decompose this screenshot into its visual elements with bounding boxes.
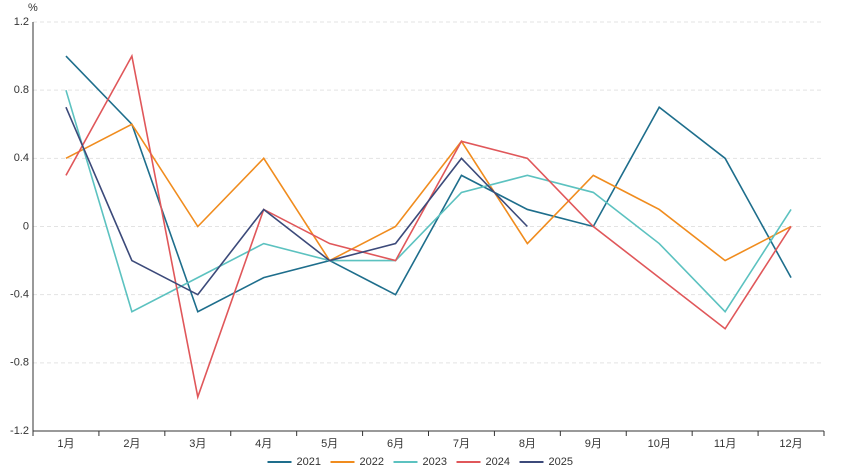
legend-label: 2024 bbox=[486, 456, 510, 468]
y-axis-unit: % bbox=[28, 2, 38, 14]
x-tick-label: 10月 bbox=[648, 438, 671, 450]
x-tick-label: 4月 bbox=[255, 438, 272, 450]
legend-label: 2025 bbox=[549, 456, 573, 468]
x-tick-label: 12月 bbox=[779, 438, 802, 450]
x-tick-label: 11月 bbox=[714, 438, 736, 450]
y-tick-label: 0.8 bbox=[14, 84, 29, 96]
x-tick-label: 3月 bbox=[189, 438, 206, 450]
x-tick-label: 9月 bbox=[585, 438, 602, 450]
x-tick-label: 6月 bbox=[387, 438, 404, 450]
y-tick-label: -0.4 bbox=[10, 289, 29, 301]
series-line bbox=[65, 123, 792, 262]
legend-label: 2021 bbox=[297, 456, 321, 468]
x-tick-label: 7月 bbox=[453, 438, 470, 450]
y-tick-label: -1.2 bbox=[10, 425, 29, 437]
y-tick-label: 0 bbox=[23, 220, 29, 232]
x-tick-label: 8月 bbox=[519, 438, 536, 450]
series-line bbox=[65, 55, 792, 313]
x-tick-label: 2月 bbox=[123, 438, 140, 450]
y-tick-label: 0.4 bbox=[14, 152, 29, 164]
legend-label: 2023 bbox=[423, 456, 447, 468]
y-tick-label: -0.8 bbox=[10, 357, 29, 369]
x-tick-label: 1月 bbox=[57, 438, 74, 450]
series-line bbox=[65, 89, 792, 313]
series-line bbox=[65, 106, 528, 296]
legend-label: 2022 bbox=[360, 456, 384, 468]
y-tick-label: 1.2 bbox=[14, 16, 29, 28]
x-tick-label: 5月 bbox=[321, 438, 338, 450]
